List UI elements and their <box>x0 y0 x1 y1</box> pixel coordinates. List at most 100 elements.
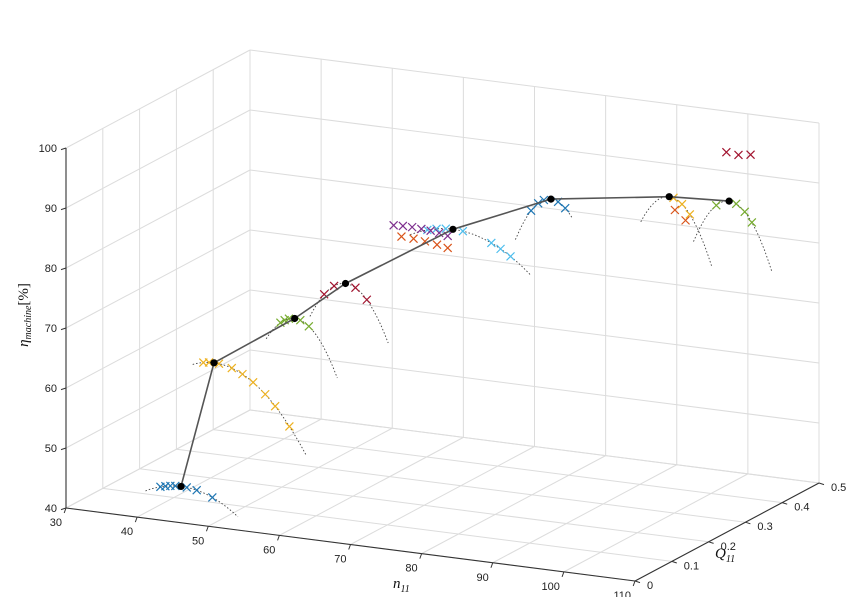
axes-layer: 30 40 50 60 70 80 90 100 110 0 0.1 0.2 0.3 0.4 0.5 40 50… <box>39 143 847 597</box>
x-axis-tick <box>419 553 423 559</box>
fitted-curve <box>145 485 239 518</box>
grid-line <box>213 429 783 504</box>
y-axis-tick <box>634 580 641 584</box>
grid-line <box>139 468 709 543</box>
grid-line <box>563 473 749 573</box>
x-tick-label: 50 <box>192 535 204 547</box>
z-axis-tick <box>60 507 67 511</box>
z-tick-label: 50 <box>45 443 57 455</box>
data-marker <box>409 234 418 244</box>
x-axis-tick <box>63 507 67 514</box>
grid-line <box>249 409 820 484</box>
grid-line <box>249 229 820 304</box>
best-efficiency-point <box>341 279 350 288</box>
z-axis-title: ηmachine[%] <box>16 283 34 347</box>
y-tick-label: 0.2 <box>721 541 736 553</box>
y-tick-label: 0 <box>647 580 653 592</box>
grid-line <box>65 229 251 329</box>
x-axis-tick <box>490 562 494 568</box>
grid-line <box>249 349 820 424</box>
fitted-curve <box>640 196 713 268</box>
best-efficiency-point <box>725 197 733 205</box>
x-tick-label: 30 <box>50 517 62 529</box>
data-marker <box>416 224 426 234</box>
z-axis-tick <box>60 387 67 391</box>
grid-line <box>65 289 251 389</box>
data-marker <box>677 199 687 209</box>
data-marker <box>398 221 408 231</box>
grid-line <box>279 436 464 536</box>
y-tick-label: 0.3 <box>757 521 772 533</box>
z-tick-label: 80 <box>45 263 57 275</box>
best-efficiency-point <box>665 193 673 201</box>
data-marker <box>458 226 468 236</box>
y-axis-tick <box>782 502 788 505</box>
x-axis-title: n11 <box>393 576 410 595</box>
x-tick-label: 80 <box>405 563 417 575</box>
fitted-curve <box>192 361 307 457</box>
x-axis-tick <box>134 516 138 523</box>
data-marker <box>248 377 258 387</box>
grid-line <box>249 289 820 364</box>
data-marker <box>192 485 202 495</box>
x-axis-tick <box>561 571 565 578</box>
best-efficiency-point <box>177 482 185 491</box>
grid-line <box>65 49 251 149</box>
best-efficiency-point <box>291 314 299 323</box>
fitted-curves-layer <box>145 196 773 518</box>
data-marker <box>284 314 294 324</box>
x-axis-tick <box>632 580 636 587</box>
z-axis-tick <box>60 327 67 331</box>
data-marker <box>731 199 741 209</box>
x-tick-label: 70 <box>334 554 346 566</box>
z-axis-tick <box>60 267 67 271</box>
data-marker <box>747 218 757 227</box>
data-marker <box>270 401 280 411</box>
data-marker <box>681 215 690 225</box>
fitted-curve <box>693 200 773 272</box>
data-marker <box>407 222 417 232</box>
grid-line <box>65 349 251 449</box>
data-marker <box>426 226 436 236</box>
data-marker <box>560 203 570 213</box>
z-tick-label: 90 <box>45 203 57 215</box>
data-marker <box>432 240 442 250</box>
best-efficiency-point <box>210 359 218 367</box>
grid-line <box>350 446 535 545</box>
data-marker <box>362 295 372 305</box>
best-efficiency-point <box>449 225 457 233</box>
fitted-curve <box>410 228 532 276</box>
data-marker <box>486 238 496 248</box>
data-marker <box>740 207 750 217</box>
x-tick-label: 110 <box>613 590 631 597</box>
y-axis-tick <box>745 521 751 525</box>
grid-line <box>249 109 820 184</box>
data-marker <box>227 363 237 373</box>
y-tick-label: 0.4 <box>794 502 809 514</box>
data-marker <box>238 369 247 379</box>
y-axis-title: Q11 <box>715 546 735 565</box>
grid-line <box>102 487 672 562</box>
x-tick-label: 60 <box>263 544 275 556</box>
grid-line <box>65 169 251 269</box>
data-marker <box>506 251 515 261</box>
y-axis-tick <box>671 560 677 564</box>
grid-line <box>492 464 677 564</box>
grid-line <box>421 455 606 555</box>
z-tick-label: 100 <box>39 143 57 155</box>
x-axis-tick <box>205 526 209 532</box>
data-marker <box>170 481 180 491</box>
data-marker <box>432 224 441 234</box>
best-efficiency-point <box>547 195 555 203</box>
x-tick-label: 40 <box>121 526 133 538</box>
data-marker <box>284 421 294 431</box>
grid-layer <box>65 49 820 582</box>
data-marker <box>397 232 406 241</box>
x-tick-label: 100 <box>542 581 560 593</box>
data-marker <box>496 244 505 254</box>
data-marker <box>207 492 217 502</box>
y-axis-tick <box>708 541 714 544</box>
grid-line <box>136 418 322 518</box>
data-marker <box>746 150 755 160</box>
